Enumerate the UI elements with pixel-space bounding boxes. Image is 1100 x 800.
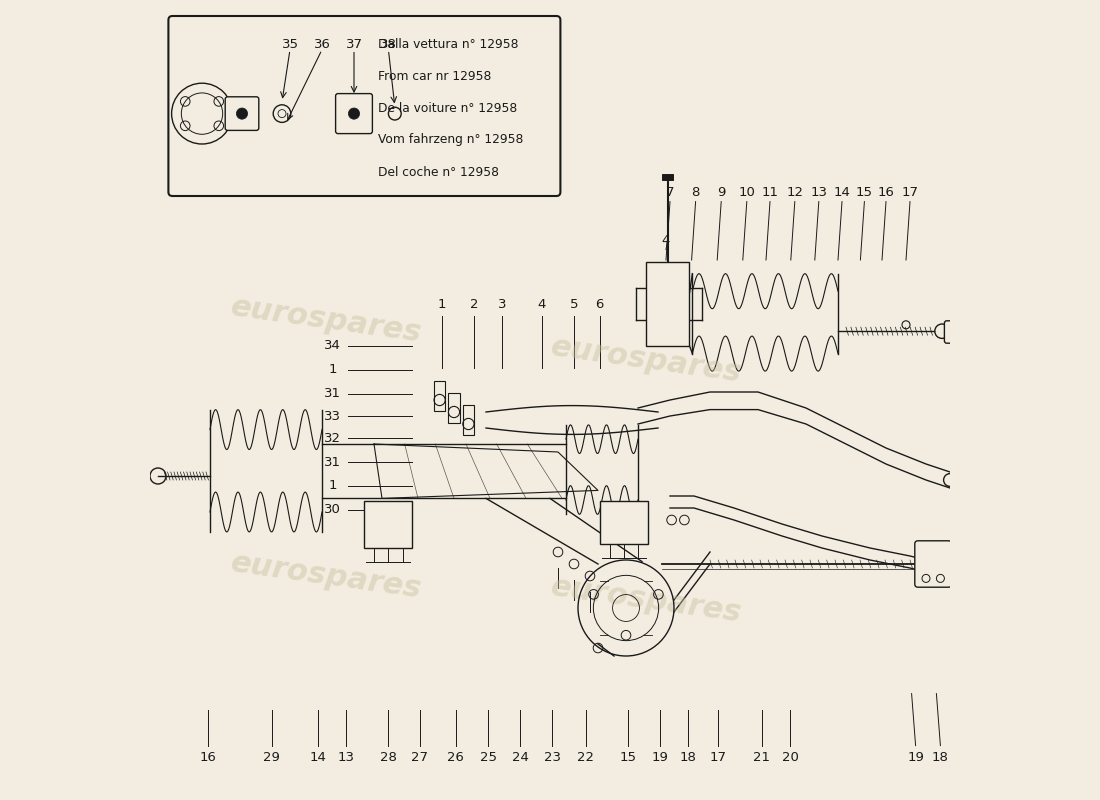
Text: 14: 14 xyxy=(309,751,327,764)
Text: 12: 12 xyxy=(786,186,803,198)
FancyBboxPatch shape xyxy=(226,97,258,130)
Text: 2: 2 xyxy=(470,298,478,310)
Text: 30: 30 xyxy=(324,503,341,516)
Text: 15: 15 xyxy=(856,186,873,198)
Text: 31: 31 xyxy=(323,387,341,400)
FancyBboxPatch shape xyxy=(945,321,965,343)
Text: 26: 26 xyxy=(448,751,464,764)
Text: 35: 35 xyxy=(282,38,298,50)
Text: 28: 28 xyxy=(379,751,397,764)
FancyBboxPatch shape xyxy=(434,381,446,411)
Text: Vom fahrzeng n° 12958: Vom fahrzeng n° 12958 xyxy=(378,134,524,146)
Text: eurospares: eurospares xyxy=(229,548,424,604)
FancyBboxPatch shape xyxy=(449,393,460,423)
Text: 33: 33 xyxy=(323,410,341,422)
Text: 31: 31 xyxy=(323,456,341,469)
Text: 10: 10 xyxy=(738,186,756,198)
Text: 13: 13 xyxy=(338,751,354,764)
FancyBboxPatch shape xyxy=(646,262,690,346)
Text: 22: 22 xyxy=(578,751,594,764)
Text: eurospares: eurospares xyxy=(549,572,744,628)
Circle shape xyxy=(349,108,360,119)
Text: 38: 38 xyxy=(379,38,397,50)
Text: Del coche n° 12958: Del coche n° 12958 xyxy=(378,166,499,178)
Text: 16: 16 xyxy=(878,186,894,198)
Text: 9: 9 xyxy=(717,186,725,198)
Text: 24: 24 xyxy=(512,751,529,764)
Circle shape xyxy=(236,108,248,119)
Text: 19: 19 xyxy=(908,751,924,764)
FancyBboxPatch shape xyxy=(336,94,373,134)
Text: 11: 11 xyxy=(761,186,779,198)
Text: 16: 16 xyxy=(200,751,217,764)
Text: 25: 25 xyxy=(480,751,497,764)
Text: 18: 18 xyxy=(680,751,696,764)
FancyBboxPatch shape xyxy=(662,174,673,180)
Text: 6: 6 xyxy=(595,298,604,310)
Text: 1: 1 xyxy=(328,363,337,376)
Text: 1: 1 xyxy=(328,479,337,492)
Text: eurospares: eurospares xyxy=(549,332,744,388)
Text: 14: 14 xyxy=(834,186,850,198)
Text: 23: 23 xyxy=(543,751,561,764)
Text: 8: 8 xyxy=(692,186,700,198)
Text: 4: 4 xyxy=(662,234,670,246)
Text: 34: 34 xyxy=(324,339,341,352)
Text: 17: 17 xyxy=(710,751,726,764)
Text: Dalla vettura n° 12958: Dalla vettura n° 12958 xyxy=(378,38,518,50)
Text: 36: 36 xyxy=(314,38,330,50)
Text: 7: 7 xyxy=(666,186,674,198)
Text: 37: 37 xyxy=(345,38,363,50)
Text: eurospares: eurospares xyxy=(229,292,424,348)
Text: 5: 5 xyxy=(570,298,579,310)
Text: 20: 20 xyxy=(782,751,799,764)
FancyBboxPatch shape xyxy=(601,501,648,544)
Text: 18: 18 xyxy=(932,751,949,764)
Text: 1: 1 xyxy=(438,298,447,310)
Text: From car nr 12958: From car nr 12958 xyxy=(378,70,492,82)
Text: 32: 32 xyxy=(323,432,341,445)
FancyBboxPatch shape xyxy=(915,541,952,587)
FancyBboxPatch shape xyxy=(168,16,560,196)
Text: 17: 17 xyxy=(902,186,918,198)
Text: 3: 3 xyxy=(497,298,506,310)
Text: 29: 29 xyxy=(263,751,280,764)
Text: 21: 21 xyxy=(754,751,770,764)
Text: 13: 13 xyxy=(811,186,827,198)
FancyBboxPatch shape xyxy=(463,405,474,435)
FancyBboxPatch shape xyxy=(364,501,411,548)
Text: 15: 15 xyxy=(620,751,637,764)
Text: 19: 19 xyxy=(651,751,668,764)
Text: 4: 4 xyxy=(538,298,547,310)
Text: De la voiture n° 12958: De la voiture n° 12958 xyxy=(378,102,517,114)
Text: 27: 27 xyxy=(411,751,428,764)
